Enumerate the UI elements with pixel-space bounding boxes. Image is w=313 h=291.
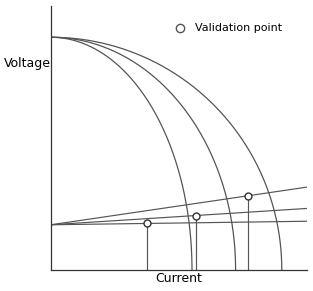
Text: Voltage: Voltage <box>4 57 51 70</box>
Legend: Validation point: Validation point <box>164 19 287 38</box>
X-axis label: Current: Current <box>156 272 203 285</box>
